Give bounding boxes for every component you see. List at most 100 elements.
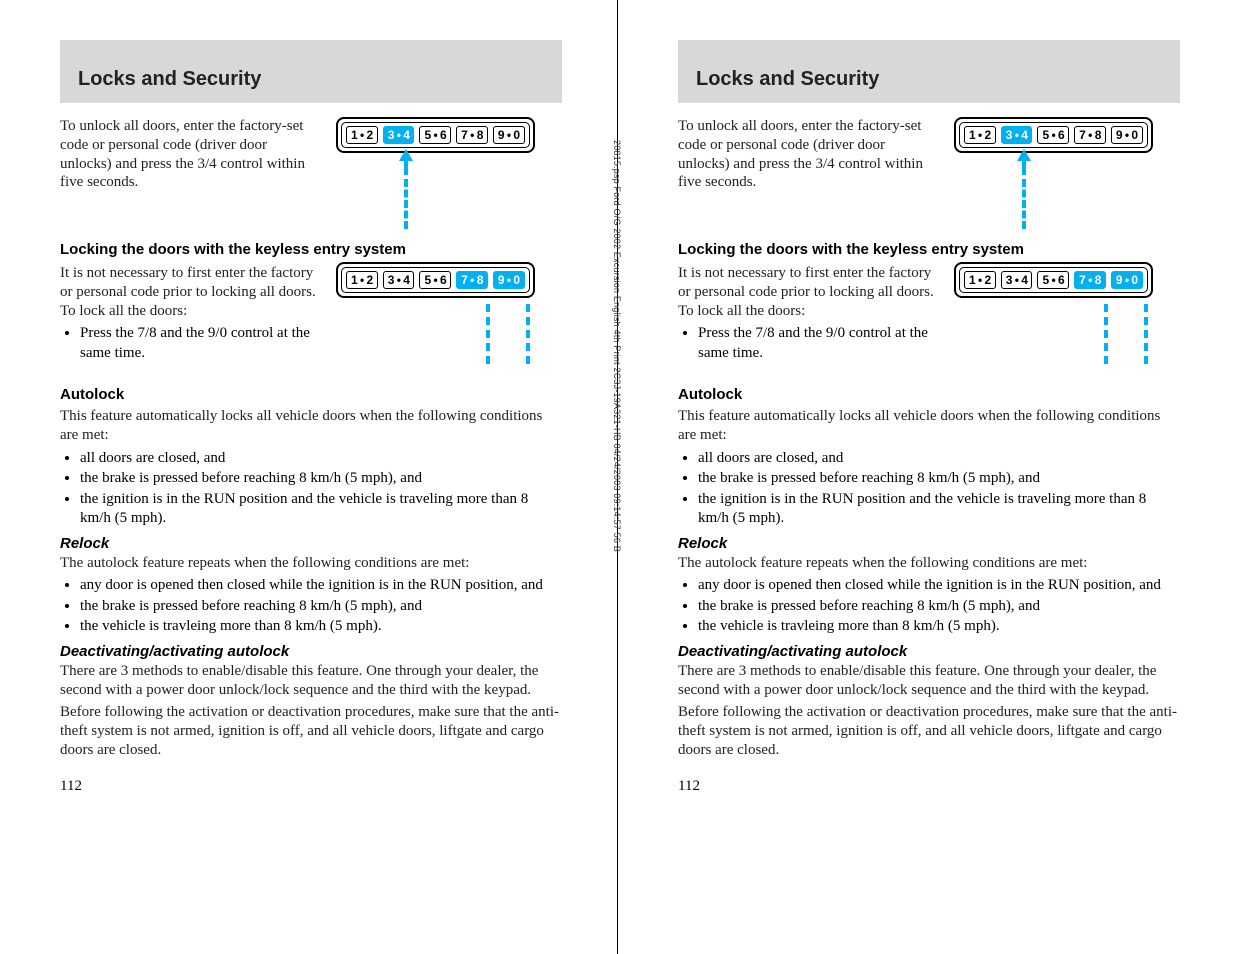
- deact-heading: Deactivating/activating autolock: [678, 643, 1180, 660]
- list-item: the vehicle is travleing more than 8 km/…: [80, 617, 562, 637]
- autolock-list: all doors are closed, and the brake is p…: [60, 449, 562, 529]
- list-item: the ignition is in the RUN position and …: [80, 490, 562, 529]
- arrow-wrap: [954, 298, 1174, 368]
- arrow-wrap: [336, 298, 556, 368]
- keypad-unlock-diagram: 1 • 2 3 • 4 5 • 6 7 • 8 9 • 0: [954, 117, 1174, 223]
- relock-intro: The autolock feature repeats when the fo…: [60, 554, 562, 573]
- key-1-2: 1 • 2: [346, 126, 378, 144]
- header-bar: Locks and Security: [678, 40, 1180, 103]
- unlock-section: To unlock all doors, enter the factory-s…: [60, 117, 562, 223]
- deact-p2: Before following the activation or deact…: [60, 703, 562, 759]
- locking-section: It is not necessary to first enter the f…: [678, 262, 1180, 368]
- arrow-dashed-icon: [526, 304, 530, 364]
- page-number: 112: [60, 778, 562, 795]
- page-title: Locks and Security: [78, 68, 544, 91]
- relock-list: any door is opened then closed while the…: [60, 576, 562, 637]
- key-9-0: 9 • 0: [1111, 271, 1143, 289]
- list-item: the brake is pressed before reaching 8 k…: [80, 597, 562, 617]
- arrow-dashed-icon: [1144, 304, 1148, 364]
- key-9-0: 9 • 0: [493, 126, 525, 144]
- key-5-6: 5 • 6: [1037, 271, 1069, 289]
- locking-bullet: Press the 7/8 and the 9/0 control at the…: [698, 324, 938, 363]
- arrow-dashed-icon: [404, 179, 408, 229]
- relock-heading: Relock: [60, 535, 562, 552]
- spine-label: 20815.psp Ford O/G 2002 Excursion Englis…: [612, 140, 622, 552]
- deact-p1: There are 3 methods to enable/disable th…: [60, 662, 562, 700]
- key-1-2: 1 • 2: [964, 126, 996, 144]
- autolock-intro: This feature automatically locks all veh…: [678, 407, 1180, 445]
- arrow-wrap: [954, 153, 1174, 223]
- locking-heading: Locking the doors with the keyless entry…: [60, 241, 562, 258]
- keypad-inner: 1 • 2 3 • 4 5 • 6 7 • 8 9 • 0: [341, 122, 530, 148]
- key-9-0: 9 • 0: [493, 271, 525, 289]
- list-item: all doors are closed, and: [698, 449, 1180, 469]
- arrow-dashed-icon: [486, 304, 490, 364]
- locking-section: It is not necessary to first enter the f…: [60, 262, 562, 368]
- deact-p1: There are 3 methods to enable/disable th…: [678, 662, 1180, 700]
- page-right: Locks and Security To unlock all doors, …: [618, 0, 1235, 954]
- key-7-8: 7 • 8: [1074, 271, 1106, 289]
- list-item: the brake is pressed before reaching 8 k…: [698, 469, 1180, 489]
- autolock-heading: Autolock: [678, 386, 1180, 403]
- list-item: the ignition is in the RUN position and …: [698, 490, 1180, 529]
- locking-text: It is not necessary to first enter the f…: [678, 264, 938, 320]
- arrow-dashed-icon: [1022, 179, 1026, 229]
- unlock-text: To unlock all doors, enter the factory-s…: [678, 117, 938, 192]
- keypad-inner: 1 • 2 3 • 4 5 • 6 7 • 8 9 • 0: [341, 267, 530, 293]
- arrow-solid-icon: [404, 157, 408, 175]
- unlock-section: To unlock all doors, enter the factory-s…: [678, 117, 1180, 223]
- key-7-8: 7 • 8: [456, 271, 488, 289]
- keypad-unlock-diagram: 1 • 2 3 • 4 5 • 6 7 • 8 9 • 0: [336, 117, 556, 223]
- keypad-lock-diagram: 1 • 2 3 • 4 5 • 6 7 • 8 9 • 0: [954, 262, 1174, 368]
- key-3-4: 3 • 4: [383, 126, 415, 144]
- page-number: 112: [678, 778, 1180, 795]
- deact-heading: Deactivating/activating autolock: [60, 643, 562, 660]
- key-5-6: 5 • 6: [419, 126, 451, 144]
- list-item: any door is opened then closed while the…: [80, 576, 562, 596]
- relock-list: any door is opened then closed while the…: [678, 576, 1180, 637]
- locking-text: It is not necessary to first enter the f…: [60, 264, 320, 320]
- list-item: any door is opened then closed while the…: [698, 576, 1180, 596]
- page-title: Locks and Security: [696, 68, 1162, 91]
- locking-bullets: Press the 7/8 and the 9/0 control at the…: [60, 324, 320, 363]
- key-5-6: 5 • 6: [1037, 126, 1069, 144]
- page-left: Locks and Security To unlock all doors, …: [0, 0, 617, 954]
- key-9-0: 9 • 0: [1111, 126, 1143, 144]
- arrow-wrap: [336, 153, 556, 223]
- list-item: the brake is pressed before reaching 8 k…: [80, 469, 562, 489]
- keypad: 1 • 2 3 • 4 5 • 6 7 • 8 9 • 0: [954, 117, 1153, 153]
- list-item: the vehicle is travleing more than 8 km/…: [698, 617, 1180, 637]
- relock-heading: Relock: [678, 535, 1180, 552]
- key-1-2: 1 • 2: [964, 271, 996, 289]
- key-3-4: 3 • 4: [1001, 271, 1033, 289]
- keypad-inner: 1 • 2 3 • 4 5 • 6 7 • 8 9 • 0: [959, 267, 1148, 293]
- arrow-dashed-icon: [1104, 304, 1108, 364]
- autolock-heading: Autolock: [60, 386, 562, 403]
- keypad: 1 • 2 3 • 4 5 • 6 7 • 8 9 • 0: [336, 117, 535, 153]
- header-bar: Locks and Security: [60, 40, 562, 103]
- autolock-intro: This feature automatically locks all veh…: [60, 407, 562, 445]
- locking-text-wrap: It is not necessary to first enter the f…: [678, 262, 938, 367]
- keypad-lock-diagram: 1 • 2 3 • 4 5 • 6 7 • 8 9 • 0: [336, 262, 556, 368]
- keypad-inner: 1 • 2 3 • 4 5 • 6 7 • 8 9 • 0: [959, 122, 1148, 148]
- deact-p2: Before following the activation or deact…: [678, 703, 1180, 759]
- key-1-2: 1 • 2: [346, 271, 378, 289]
- locking-heading: Locking the doors with the keyless entry…: [678, 241, 1180, 258]
- autolock-list: all doors are closed, and the brake is p…: [678, 449, 1180, 529]
- arrow-solid-icon: [1022, 157, 1026, 175]
- locking-bullets: Press the 7/8 and the 9/0 control at the…: [678, 324, 938, 363]
- key-3-4: 3 • 4: [1001, 126, 1033, 144]
- key-3-4: 3 • 4: [383, 271, 415, 289]
- key-7-8: 7 • 8: [456, 126, 488, 144]
- locking-bullet: Press the 7/8 and the 9/0 control at the…: [80, 324, 320, 363]
- page-container: Locks and Security To unlock all doors, …: [0, 0, 1235, 954]
- list-item: all doors are closed, and: [80, 449, 562, 469]
- keypad: 1 • 2 3 • 4 5 • 6 7 • 8 9 • 0: [336, 262, 535, 298]
- keypad: 1 • 2 3 • 4 5 • 6 7 • 8 9 • 0: [954, 262, 1153, 298]
- unlock-text: To unlock all doors, enter the factory-s…: [60, 117, 320, 192]
- key-7-8: 7 • 8: [1074, 126, 1106, 144]
- locking-text-wrap: It is not necessary to first enter the f…: [60, 262, 320, 367]
- relock-intro: The autolock feature repeats when the fo…: [678, 554, 1180, 573]
- key-5-6: 5 • 6: [419, 271, 451, 289]
- list-item: the brake is pressed before reaching 8 k…: [698, 597, 1180, 617]
